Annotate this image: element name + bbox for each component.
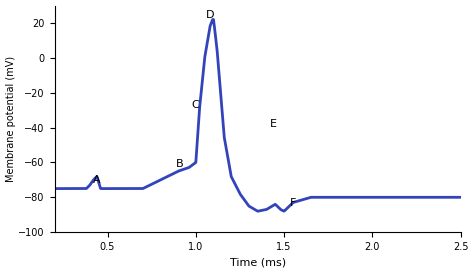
Y-axis label: Membrane potential (mV): Membrane potential (mV) <box>6 56 16 182</box>
Text: A: A <box>93 175 100 185</box>
X-axis label: Time (ms): Time (ms) <box>229 257 286 268</box>
Text: F: F <box>290 198 296 207</box>
Text: B: B <box>176 159 183 169</box>
Text: E: E <box>270 119 277 129</box>
Text: D: D <box>206 10 214 19</box>
Text: C: C <box>191 100 200 110</box>
